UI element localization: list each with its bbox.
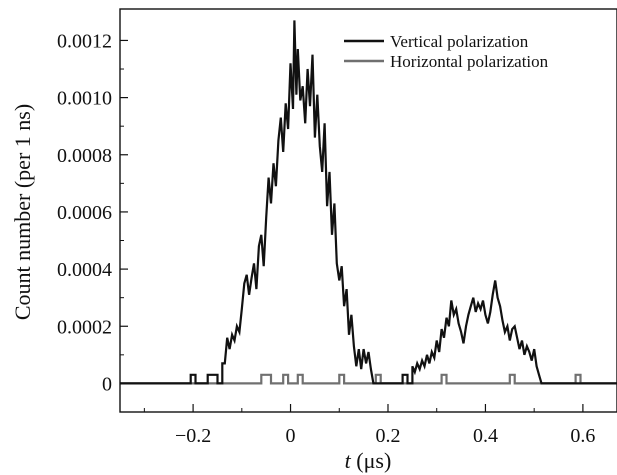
legend: Vertical polarization Horizontal polariz… bbox=[344, 32, 549, 71]
series-layer bbox=[120, 20, 617, 385]
y-tick-label: 0.0010 bbox=[57, 88, 112, 110]
plot-frame bbox=[119, 8, 617, 413]
legend-label-vertical: Vertical polarization bbox=[390, 32, 529, 51]
x-tick-label: 0 bbox=[286, 425, 296, 447]
legend-label-horizontal: Horizontal polarization bbox=[390, 52, 549, 71]
series-line-horizontal bbox=[120, 373, 617, 385]
y-tick-label: 0.0006 bbox=[57, 202, 112, 224]
y-tick-label: 0.0012 bbox=[57, 30, 112, 52]
x-tick-label: 0.4 bbox=[473, 425, 498, 447]
x-axis-title-var: t bbox=[345, 448, 352, 473]
x-tick-label: 0.6 bbox=[570, 425, 595, 447]
y-tick-label: 0 bbox=[102, 373, 112, 395]
x-tick-label: 0.2 bbox=[375, 425, 400, 447]
y-tick-label: 0.0002 bbox=[57, 316, 112, 338]
x-axis-title: t (μs) bbox=[345, 448, 392, 473]
ticks-layer: −0.2 0 0.2 0.4 0.6 0 0.0002 0.0004 0.0006 0.0008 0… bbox=[57, 30, 595, 447]
y-tick-label: 0.0004 bbox=[57, 259, 112, 281]
y-axis-title: Count number (per 1 ns) bbox=[10, 104, 35, 320]
y-tick-label: 0.0008 bbox=[57, 145, 112, 167]
x-axis-title-unit: (μs) bbox=[351, 448, 392, 473]
x-tick-label: −0.2 bbox=[175, 425, 211, 447]
series-line-vertical bbox=[120, 20, 617, 385]
